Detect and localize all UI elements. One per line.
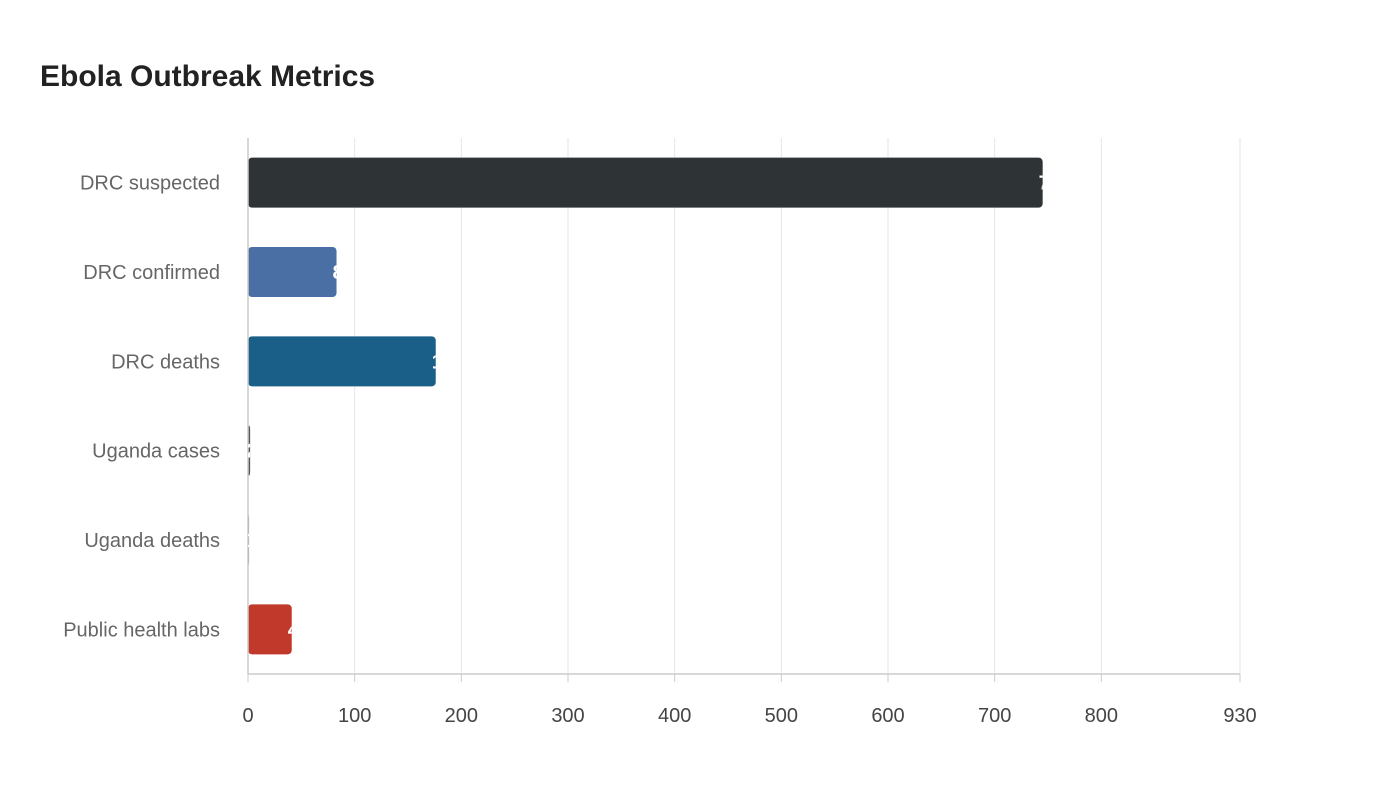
axes	[247, 138, 1241, 682]
bar	[248, 157, 1043, 208]
x-tick-label: 400	[658, 705, 691, 727]
x-tick-label: 100	[338, 705, 371, 727]
bar	[248, 247, 337, 297]
value-label: 2	[246, 441, 257, 463]
labels: 0 100 200 300 400 500 600 700 800 930 DRC suspecte…	[63, 173, 1256, 727]
x-tick-label: 200	[445, 705, 478, 727]
value-label: 745	[1039, 173, 1072, 195]
category-label: DRC suspected	[80, 173, 220, 195]
bar	[248, 336, 436, 387]
value-label: 1	[245, 530, 256, 552]
value-label: 41	[288, 619, 310, 641]
x-tick-label: 800	[1085, 705, 1118, 727]
x-tick-label: 600	[871, 705, 904, 727]
bar	[248, 604, 292, 655]
x-tick-label: 930	[1223, 705, 1256, 727]
chart-title: Ebola Outbreak Metrics	[40, 60, 376, 93]
bars	[248, 157, 1043, 655]
category-label: Uganda deaths	[84, 530, 220, 552]
x-tick-label: 500	[765, 705, 798, 727]
value-label: 83	[333, 262, 355, 284]
x-tick-label: 0	[242, 705, 253, 727]
x-tick-label: 300	[551, 705, 584, 727]
x-tick-label: 700	[978, 705, 1011, 727]
category-label: DRC confirmed	[83, 262, 220, 284]
category-label: DRC deaths	[111, 351, 220, 373]
category-label: Uganda cases	[92, 441, 220, 463]
value-label: 176	[432, 351, 465, 373]
category-label: Public health labs	[63, 619, 220, 641]
grid-lines	[354, 138, 1241, 674]
